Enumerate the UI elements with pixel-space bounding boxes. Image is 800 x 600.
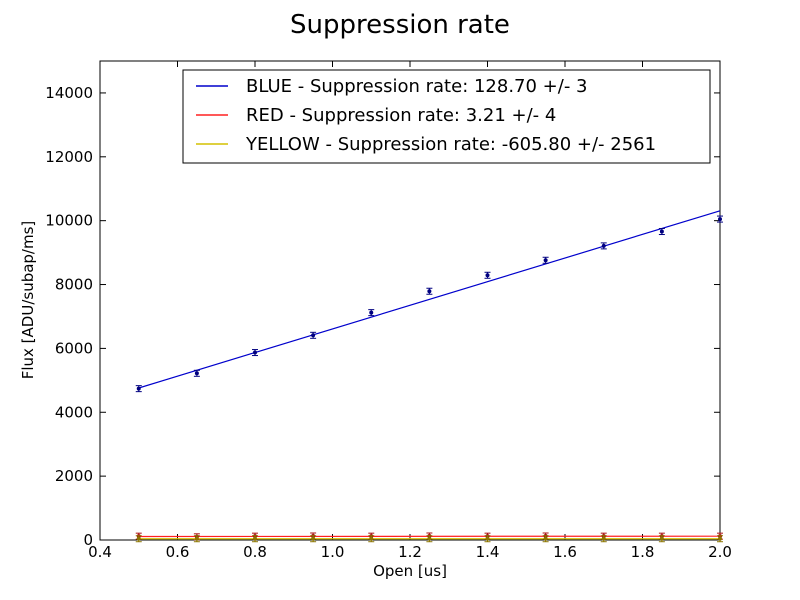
x-tick-label: 1.2 <box>398 543 422 561</box>
x-tick-label: 1.6 <box>553 543 577 561</box>
x-tick-label: 0.4 <box>88 543 112 561</box>
data-point-series-0 <box>717 215 723 223</box>
data-point-series-0 <box>658 228 665 236</box>
y-tick-label: 14000 <box>45 84 93 102</box>
data-point-series-2 <box>542 535 549 543</box>
data-point-series-2 <box>717 535 723 543</box>
y-tick-label: 2000 <box>55 467 93 485</box>
y-tick-label: 6000 <box>55 339 93 357</box>
x-tick-label: 1.8 <box>631 543 655 561</box>
data-point-series-2 <box>252 535 258 543</box>
x-tick-label: 1.0 <box>321 543 345 561</box>
data-point-series-2 <box>310 535 317 543</box>
y-tick-label: 12000 <box>45 148 93 166</box>
data-point-series-2 <box>600 535 607 543</box>
data-point-series-2 <box>193 535 200 543</box>
data-point-series-0 <box>368 309 375 317</box>
legend-label-2: YELLOW - Suppression rate: -605.80 +/- 2… <box>245 134 656 155</box>
data-point-series-2 <box>658 535 665 543</box>
data-point-series-0 <box>252 349 258 357</box>
data-point-series-0 <box>193 369 200 377</box>
data-point-series-0 <box>484 271 491 279</box>
data-point-series-0 <box>600 242 607 250</box>
y-tick-label: 4000 <box>55 403 93 421</box>
y-tick-label: 8000 <box>55 276 93 294</box>
data-point-series-0 <box>542 256 549 264</box>
data-point-series-2 <box>484 535 491 543</box>
legend-label-1: RED - Suppression rate: 3.21 +/- 4 <box>246 105 556 126</box>
y-tick-label: 0 <box>83 531 93 549</box>
x-tick-label: 0.6 <box>166 543 190 561</box>
legend-label-0: BLUE - Suppression rate: 128.70 +/- 3 <box>246 76 588 97</box>
x-tick-label: 0.8 <box>243 543 267 561</box>
data-point-series-2 <box>368 535 375 543</box>
data-point-series-0 <box>310 331 317 339</box>
legend-box <box>182 69 711 164</box>
y-axis-label: Flux [ADU/subap/ms] <box>19 221 37 380</box>
chart-title: Suppression rate <box>290 10 510 40</box>
fit-line-series-0 <box>138 210 721 389</box>
data-point-series-0 <box>135 385 142 393</box>
data-point-series-2 <box>135 535 142 543</box>
x-tick-label: 1.4 <box>476 543 500 561</box>
x-axis-label: Open [us] <box>373 562 447 580</box>
data-point-series-2 <box>426 535 433 543</box>
x-tick-label: 2.0 <box>708 543 732 561</box>
y-tick-label: 10000 <box>45 212 93 230</box>
data-point-series-0 <box>426 287 433 295</box>
